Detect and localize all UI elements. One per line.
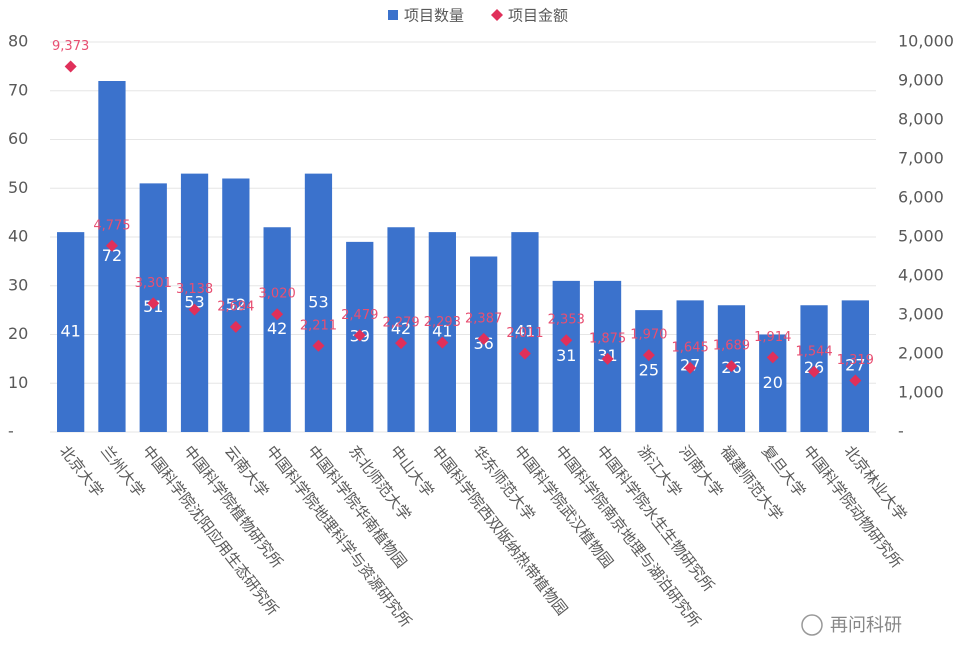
diamond-marker bbox=[188, 303, 201, 316]
point-value-label: 2,279 bbox=[382, 316, 419, 331]
y2-tick-label: 3,000 bbox=[898, 305, 944, 324]
bar-value-label: 53 bbox=[184, 292, 204, 311]
y-tick-label: 40 bbox=[8, 227, 28, 246]
diamond-marker bbox=[395, 337, 408, 350]
bar bbox=[635, 310, 663, 432]
bar bbox=[222, 178, 250, 432]
bar bbox=[552, 280, 580, 432]
diamond-marker bbox=[601, 352, 614, 365]
bar bbox=[428, 232, 456, 432]
bar bbox=[57, 232, 85, 432]
bar bbox=[180, 173, 209, 432]
point-value-label: 2,293 bbox=[424, 315, 461, 330]
point-value-label: 1,914 bbox=[754, 330, 791, 345]
bar-value-label: 41 bbox=[515, 322, 535, 341]
diamond-marker bbox=[560, 334, 573, 347]
point-value-label: 1,319 bbox=[837, 353, 874, 368]
y-tick-label: 50 bbox=[8, 178, 28, 197]
bar-value-label: 25 bbox=[639, 361, 659, 380]
y2-tick-label: 2,000 bbox=[898, 344, 944, 363]
y2-tick-label: 1,000 bbox=[898, 383, 944, 402]
y-tick-label: 10 bbox=[8, 373, 28, 392]
diamond-marker bbox=[849, 374, 862, 387]
point-value-label: 1,689 bbox=[713, 339, 750, 354]
bar bbox=[263, 227, 291, 432]
y2-tick-label: 6,000 bbox=[898, 188, 944, 207]
diamond-marker bbox=[808, 365, 821, 378]
bar-value-label: 27 bbox=[845, 356, 865, 375]
bar bbox=[759, 334, 787, 432]
diamond-marker bbox=[105, 239, 118, 252]
y2-tick-label: 9,000 bbox=[898, 71, 944, 90]
point-value-label: 9,373 bbox=[52, 39, 89, 54]
point-value-label: 1,970 bbox=[630, 328, 667, 343]
diamond-marker bbox=[353, 329, 366, 342]
diamond-marker bbox=[312, 339, 325, 352]
bar bbox=[304, 173, 333, 432]
diamond-marker bbox=[436, 336, 449, 349]
y2-tick-label: 7,000 bbox=[898, 149, 944, 168]
point-value-label: 2,211 bbox=[300, 318, 337, 333]
y2-tick-label: - bbox=[898, 422, 904, 441]
y-tick-label: 30 bbox=[8, 275, 28, 294]
legend-swatch bbox=[388, 10, 398, 20]
bar-value-label: 52 bbox=[226, 295, 246, 314]
diamond-marker bbox=[271, 308, 284, 321]
bar-value-label: 41 bbox=[60, 322, 80, 341]
y-tick-label: - bbox=[8, 422, 14, 441]
point-value-label: 1,875 bbox=[589, 331, 626, 346]
bar bbox=[98, 81, 126, 432]
diamond-marker bbox=[229, 320, 242, 333]
bar-value-label: 42 bbox=[267, 319, 287, 338]
y2-tick-label: 10,000 bbox=[898, 32, 954, 51]
bar-value-label: 41 bbox=[432, 322, 452, 341]
bar bbox=[841, 300, 869, 432]
point-value-label: 3,020 bbox=[259, 287, 296, 302]
diamond-marker bbox=[147, 297, 160, 310]
point-value-label: 3,138 bbox=[176, 282, 213, 297]
bar-value-label: 42 bbox=[391, 319, 411, 338]
bar-value-label: 20 bbox=[763, 373, 783, 392]
watermark: 再问科研 bbox=[830, 615, 902, 636]
y-tick-label: 80 bbox=[8, 32, 28, 51]
legend-label: 项目金额 bbox=[508, 7, 568, 25]
y2-tick-label: 4,000 bbox=[898, 266, 944, 285]
diamond-marker bbox=[518, 347, 531, 360]
diamond-marker bbox=[725, 360, 738, 373]
bar-value-label: 31 bbox=[556, 346, 576, 365]
point-value-label: 1,645 bbox=[672, 340, 709, 355]
point-value-label: 2,011 bbox=[506, 326, 543, 341]
point-value-label: 2,479 bbox=[341, 308, 378, 323]
legend-swatch bbox=[491, 9, 503, 21]
legend-label: 项目数量 bbox=[404, 7, 464, 25]
bar-value-label: 72 bbox=[102, 246, 122, 265]
point-value-label: 2,387 bbox=[465, 311, 502, 326]
bar bbox=[387, 227, 415, 432]
y-tick-label: 70 bbox=[8, 80, 28, 99]
bar bbox=[511, 232, 539, 432]
diamond-marker bbox=[477, 332, 490, 345]
y-tick-label: 60 bbox=[8, 129, 28, 148]
diamond-marker bbox=[64, 60, 77, 73]
point-value-label: 4,775 bbox=[93, 218, 130, 233]
diamond-marker bbox=[766, 351, 779, 364]
y2-tick-label: 8,000 bbox=[898, 110, 944, 129]
bar-value-label: 53 bbox=[308, 292, 328, 311]
diamond-marker bbox=[642, 349, 655, 362]
point-value-label: 1,544 bbox=[795, 344, 832, 359]
diamond-marker bbox=[684, 361, 697, 374]
point-value-label: 2,694 bbox=[217, 299, 254, 314]
y-tick-label: 20 bbox=[8, 324, 28, 343]
y2-tick-label: 5,000 bbox=[898, 227, 944, 246]
point-value-label: 2,353 bbox=[548, 313, 585, 328]
point-value-label: 3,301 bbox=[135, 276, 172, 291]
watermark-icon bbox=[801, 614, 823, 636]
